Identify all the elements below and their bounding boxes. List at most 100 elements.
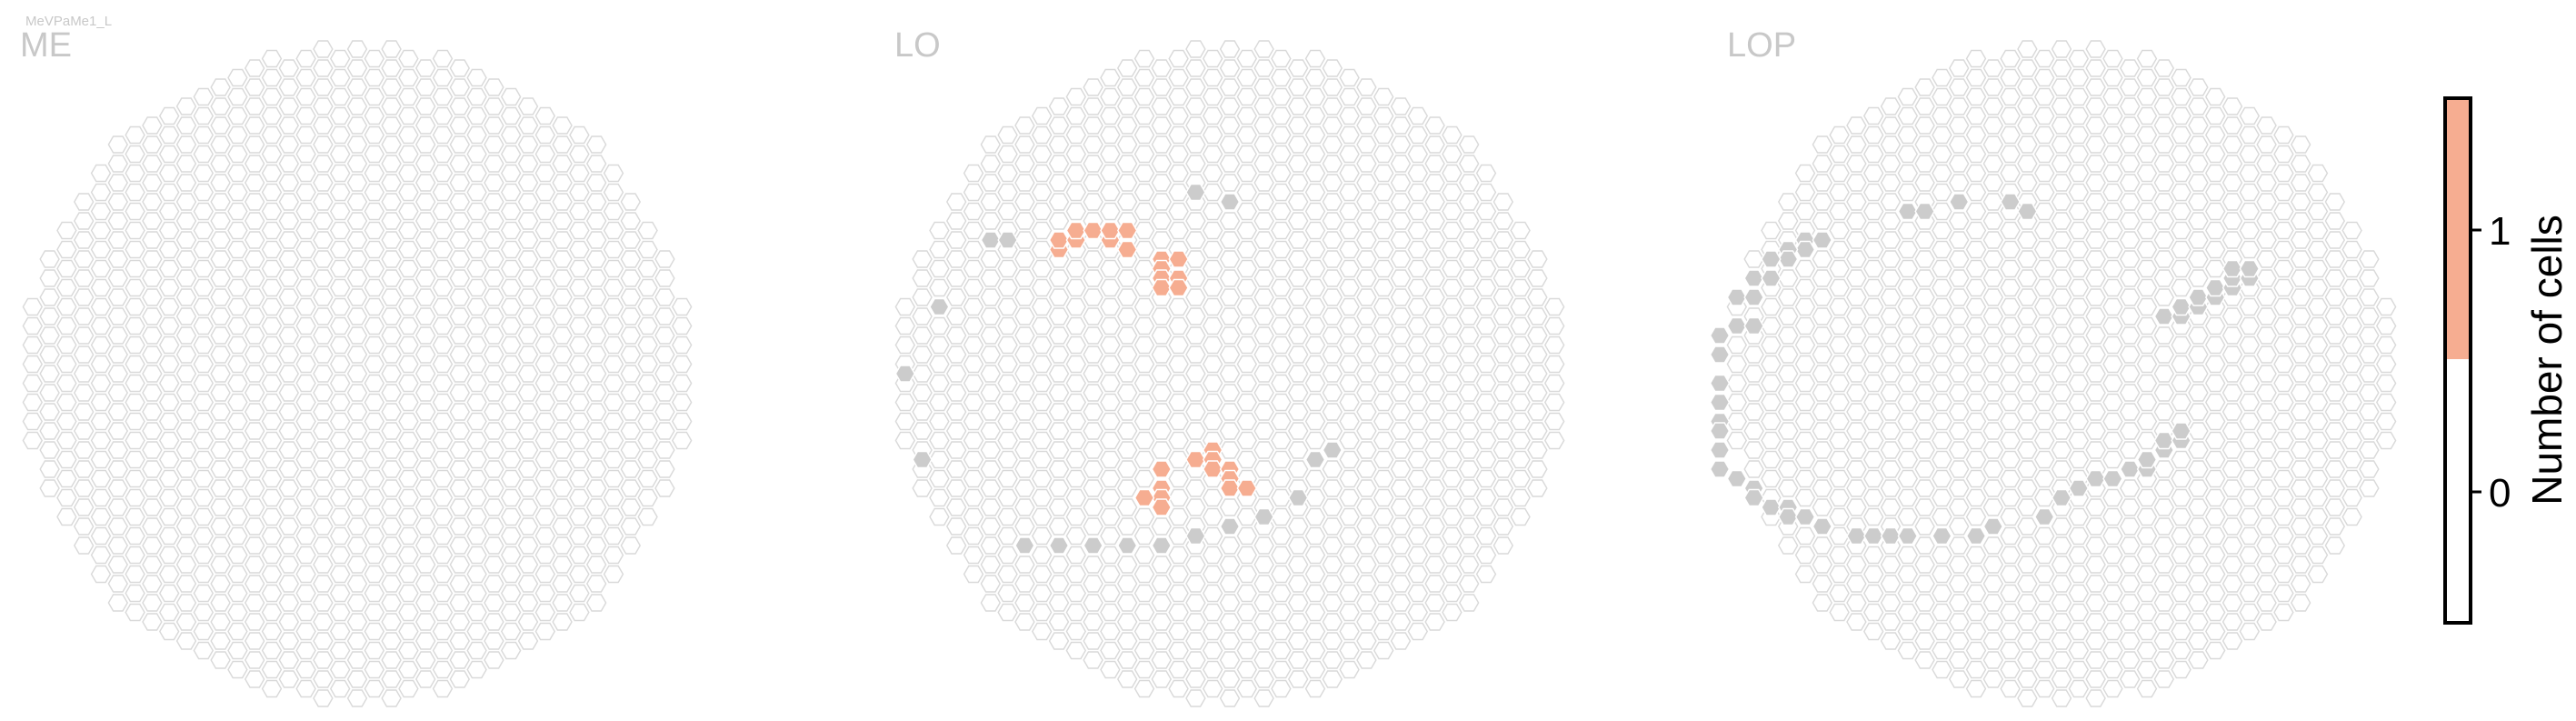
hex-column <box>193 202 215 221</box>
hex-column <box>2290 594 2311 612</box>
hex-column <box>1322 594 1343 612</box>
hex-column <box>997 164 1018 183</box>
hex-column <box>1271 450 1292 469</box>
hex-column <box>73 536 95 555</box>
hex-column <box>1133 603 1155 622</box>
hex-column <box>2273 603 2294 622</box>
hex-column <box>1168 641 1189 660</box>
hex-column <box>1475 488 1497 507</box>
hex-column-outside <box>1743 316 1764 335</box>
hex-column <box>997 450 1018 469</box>
hex-column <box>261 125 283 145</box>
hex-column <box>997 488 1018 507</box>
hex-column-outside <box>1982 517 2004 536</box>
hex-column <box>1202 125 1223 145</box>
hex-column <box>2171 164 2192 183</box>
hex-column <box>398 125 419 145</box>
colorbar-label: Number of cells <box>2523 215 2571 506</box>
hex-column <box>2017 670 2038 688</box>
hex-column <box>484 613 504 631</box>
hex-column <box>517 498 539 516</box>
hex-column <box>500 240 522 259</box>
hex-column <box>637 431 658 450</box>
hex-column <box>381 269 402 287</box>
hex-column <box>1083 135 1103 154</box>
hex-column <box>1133 87 1155 106</box>
hex-column <box>1948 307 1970 325</box>
hex-column <box>125 374 145 393</box>
hex-column <box>1271 202 1292 221</box>
hex-column <box>158 125 180 145</box>
hex-column <box>449 78 471 96</box>
hex-column <box>517 479 539 497</box>
hex-column <box>210 345 231 364</box>
hex-column <box>1982 135 2004 154</box>
hex-column <box>1880 345 1902 364</box>
hex-column <box>2102 278 2123 297</box>
hex-column <box>1100 183 1121 202</box>
hex-column <box>125 507 145 526</box>
hex-column <box>466 412 487 431</box>
hex-column <box>2324 498 2346 516</box>
hex-column <box>980 460 1002 478</box>
hex-column <box>466 622 487 641</box>
hex-column <box>2051 116 2072 135</box>
hex-column <box>2017 536 2038 555</box>
hex-column <box>1897 259 1919 278</box>
hex-column <box>1236 526 1258 546</box>
hex-column <box>997 393 1018 412</box>
hex-column <box>142 403 163 421</box>
hex-column <box>1829 507 1850 526</box>
hex-column <box>2239 240 2261 259</box>
hex-column <box>1151 651 1173 669</box>
hex-column <box>1862 145 1884 164</box>
hex-column <box>637 412 658 431</box>
hex-column <box>1322 556 1343 574</box>
hex-column <box>585 345 607 364</box>
hex-column <box>1424 269 1445 287</box>
hex-column <box>414 116 436 135</box>
hex-column <box>1794 450 1816 469</box>
hex-column <box>1116 632 1138 650</box>
hex-column <box>1948 517 1970 536</box>
hex-column <box>107 135 129 154</box>
hex-column <box>1880 365 1902 383</box>
hex-column <box>1914 326 1935 345</box>
hex-column <box>1965 297 1987 316</box>
hex-column <box>2171 660 2192 679</box>
hex-column <box>22 412 44 431</box>
hex-column <box>1151 365 1173 383</box>
hex-column <box>1812 479 1833 497</box>
hex-column <box>2204 87 2226 106</box>
hex-column <box>552 155 573 173</box>
hex-column <box>1458 212 1480 230</box>
hex-column <box>1065 259 1087 278</box>
hex-column <box>1543 431 1565 450</box>
hex-column <box>2290 326 2311 345</box>
hex-column <box>2273 183 2294 202</box>
hex-column <box>2033 565 2055 584</box>
hex-column <box>1914 556 1935 574</box>
hex-column <box>534 584 556 603</box>
hex-column <box>1932 660 1952 679</box>
hex-column <box>329 603 351 622</box>
hex-column <box>1475 297 1497 316</box>
hex-column <box>1880 403 1902 421</box>
hex-column <box>1424 345 1445 364</box>
hex-column <box>1424 422 1445 440</box>
hex-column <box>346 517 368 536</box>
hex-column <box>534 106 556 125</box>
hex-column <box>1862 355 1884 374</box>
hex-column-count-1 <box>1133 488 1155 507</box>
hex-column <box>2119 288 2141 306</box>
hex-column <box>1202 49 1223 68</box>
hex-column <box>381 326 402 345</box>
hex-column <box>2085 689 2106 707</box>
hex-column <box>997 125 1018 145</box>
hex-column <box>193 393 215 412</box>
hex-column <box>1846 556 1867 574</box>
hex-column <box>1356 422 1377 440</box>
hex-column <box>945 212 967 230</box>
hex-column <box>534 278 556 297</box>
hex-column <box>1151 556 1173 574</box>
